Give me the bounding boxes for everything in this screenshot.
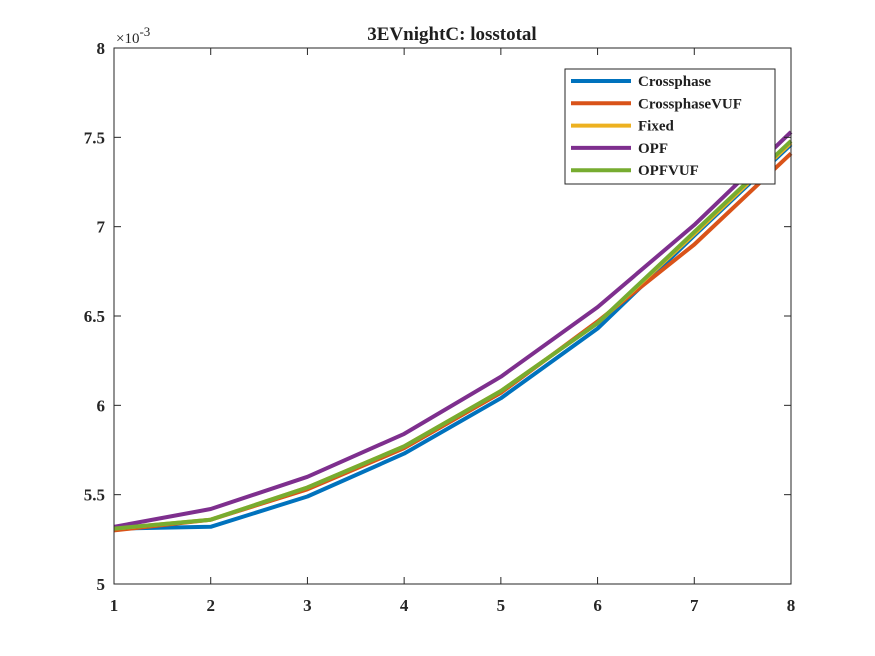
legend-label-fixed: Fixed — [638, 119, 674, 135]
y-tick-label: 5 — [97, 575, 106, 594]
series-line-opf — [113, 130, 793, 529]
y-tick-label: 7 — [97, 218, 106, 237]
x-tick-label: 7 — [690, 596, 699, 615]
x-tick-label: 4 — [400, 596, 409, 615]
x-tick-label: 3 — [303, 596, 312, 615]
x-tick-label: 2 — [206, 596, 215, 615]
series-line-opfvuf — [113, 139, 793, 531]
legend-label-opf: OPF — [638, 141, 668, 157]
x-tick-label: 1 — [110, 596, 119, 615]
legend: Crossphase CrossphaseVUF Fixed OPF OPFVUF — [564, 68, 776, 185]
legend-label-opfvuf: OPFVUF — [638, 163, 699, 179]
y-tick-label: 6.5 — [84, 307, 105, 326]
legend-label-crossphase: Crossphase — [638, 74, 711, 90]
chart-title: 3EVnightC: losstotal — [367, 24, 536, 45]
x-tick-label: 6 — [593, 596, 602, 615]
series-layer — [113, 130, 793, 533]
y-tick-label: 7.5 — [84, 128, 105, 147]
legend-label-crossphasevuf: CrossphaseVUF — [638, 96, 742, 112]
axes-layer: 1 2 3 4 5 6 7 855.566.577.58 ×10-3 — [84, 24, 796, 615]
y-tick-label: 6 — [97, 396, 106, 415]
y-tick-label: 8 — [97, 39, 106, 58]
x-tick-label: 8 — [787, 596, 796, 615]
x-tick-label: 5 — [497, 596, 506, 615]
y-axis-multiplier-exponent: -3 — [139, 24, 150, 39]
y-tick-label: 5.5 — [84, 486, 105, 505]
